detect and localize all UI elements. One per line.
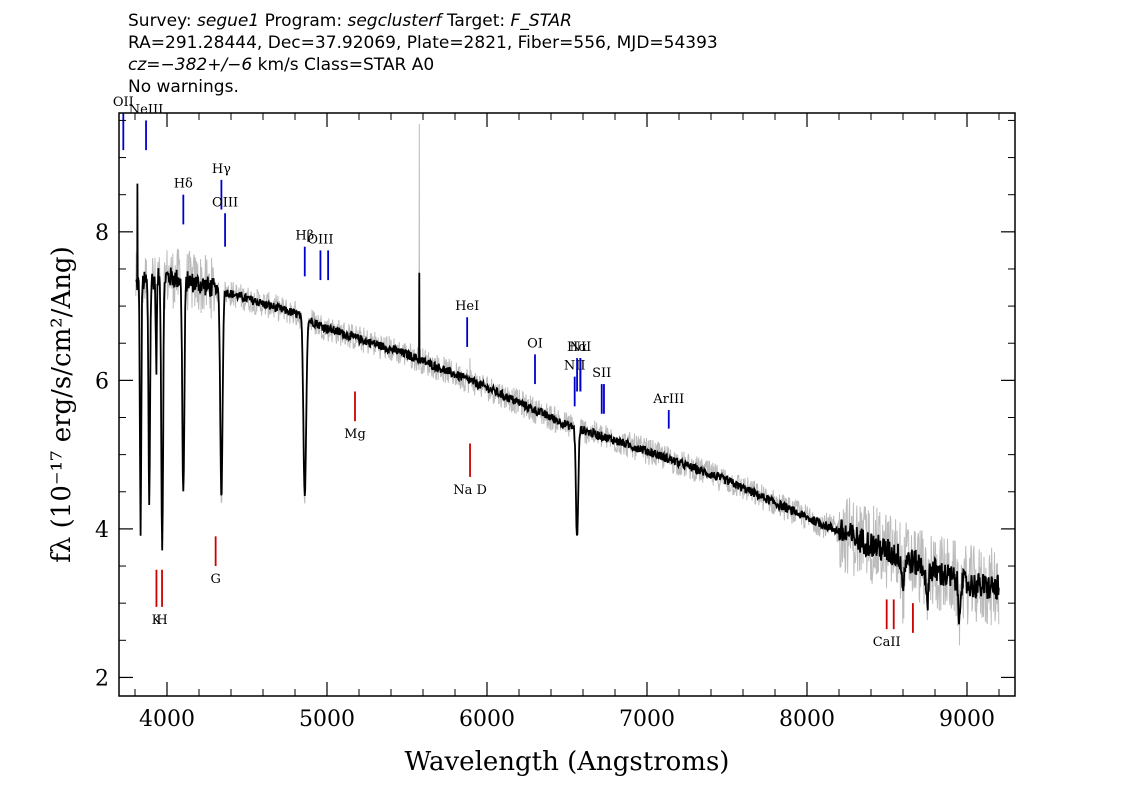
cz-class: km/s Class=STAR A0 [252,55,435,75]
y-tick-label: 2 [95,666,109,691]
spectral-line-label: Na D [453,483,487,498]
spectral-line-label: Hγ [212,162,231,177]
spectral-line-label: H [156,613,167,628]
cz-value: −382+/−6 [160,55,253,75]
spectral-line-label: ArIII [652,392,684,407]
flux-series-line [135,183,1000,625]
spectral-line-label: OII [113,95,134,110]
flux-series [135,183,1000,625]
cz-label: cz= [128,55,161,75]
spectral-line-label: SII [592,366,611,381]
x-axis-label: Wavelength (Angstroms) [405,747,730,777]
y-axis-label: fλ (10⁻¹⁷ erg/s/cm²/Ang) [47,246,77,562]
spectral-line-label: G [210,572,220,587]
error-band [135,124,1000,646]
line-markers: OIINeIIIHδHγOIIIHβOIIIHeIOINIIHαNIISIIAr… [113,95,914,650]
survey-value: segue1 [197,11,260,31]
spectral-line-label: NII [570,340,592,355]
x-tick-label: 7000 [619,707,675,732]
x-tick-label: 4000 [139,707,195,732]
spectral-line-label: K [152,613,162,628]
x-tick-label: 5000 [299,707,355,732]
spectral-line-label: OIII [212,195,238,210]
spectral-line-label: CaII [873,635,901,650]
plot-frame [118,112,1016,697]
target-value: F_STAR [510,11,572,31]
target-label: Target: [446,11,506,31]
spectral-line-label: Hβ [295,229,314,244]
x-tick-label: 6000 [459,707,515,732]
spectral-line-label: Mg [344,427,366,442]
header-line-redshift: cz=−382+/−6 km/s Class=STAR A0 [128,54,718,76]
header-line-survey: Survey: segue1 Program: segclusterf Targ… [128,10,718,32]
spectral-line-label: HeI [455,299,479,314]
x-tick-label: 9000 [939,707,995,732]
error-series-line [135,124,1000,646]
survey-label: Survey: [128,11,192,31]
spectrum-header: Survey: segue1 Program: segclusterf Targ… [128,10,718,98]
program-label: Program: [264,11,343,31]
x-tick-label: 8000 [779,707,835,732]
spectral-line-label: NII [564,359,586,374]
spectral-line-label: OI [527,336,543,351]
y-tick-label: 6 [95,369,109,394]
axis-ticks: 4000 5000 6000 7000 8000 9000 2 4 6 8 [95,113,1015,732]
program-value: segclusterf [347,11,442,31]
spectral-line-label: OIII [307,232,333,247]
header-line-coordinates: RA=291.28444, Dec=37.92069, Plate=2821, … [128,33,718,53]
spectral-line-label: Hα [567,340,587,355]
y-tick-label: 4 [95,518,109,543]
spectral-line-label: NeIII [129,102,163,117]
spectral-line-label: Hδ [174,177,193,192]
y-tick-label: 8 [95,221,109,246]
header-line-warnings: No warnings. [128,77,239,97]
